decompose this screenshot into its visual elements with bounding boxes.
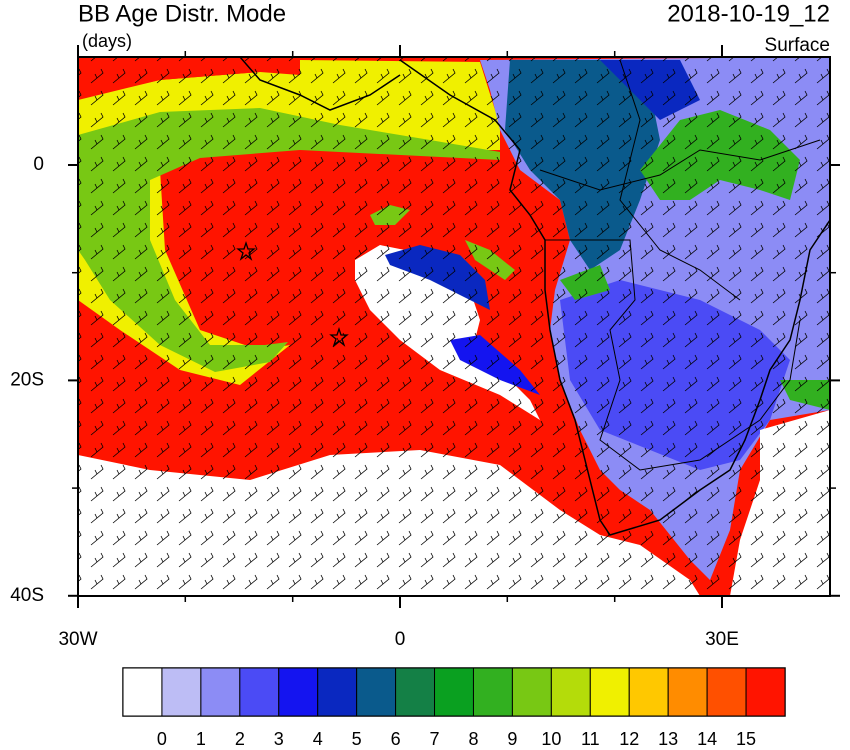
colorbar-label: 13	[658, 729, 678, 749]
lon-tick-label: 0	[395, 629, 406, 650]
map-field	[78, 57, 830, 596]
colorbar-label: 4	[313, 729, 323, 749]
colorbar-label: 1	[196, 729, 206, 749]
colorbar-box	[278, 667, 319, 717]
border	[545, 239, 801, 471]
colorbar-box	[317, 667, 358, 717]
map-frame	[77, 56, 831, 597]
colorbar-box	[706, 667, 747, 717]
units: (days)	[82, 31, 132, 51]
coastline	[239, 57, 401, 111]
lon-tick-label: 30W	[58, 629, 97, 650]
lat-tick-label: 20S	[10, 369, 44, 390]
minor-ticks	[72, 51, 836, 602]
border	[539, 139, 821, 191]
colorbar-label: 7	[430, 729, 440, 749]
date: 2018-10-19_12	[667, 0, 830, 27]
title: BB Age Distr. Mode	[78, 0, 286, 27]
colorbar-label: 5	[352, 729, 362, 749]
lat-tick-label: 0	[33, 154, 44, 175]
colorbar-box	[472, 667, 513, 717]
colorbar-box	[667, 667, 708, 717]
colorbar-label: 8	[468, 729, 478, 749]
colorbar-box	[511, 667, 552, 717]
colorbar-box	[200, 667, 241, 717]
colorbar-label: 11	[581, 729, 600, 749]
star-marker	[329, 326, 349, 347]
coastline	[399, 59, 830, 536]
colorbar-box	[239, 667, 280, 717]
star-marker	[236, 240, 256, 261]
level: Surface	[765, 35, 830, 56]
colorbar-label: 12	[619, 729, 639, 749]
colorbar-label: 3	[274, 729, 284, 749]
wind-barbs	[78, 57, 830, 596]
colorbar-label: 15	[736, 729, 756, 749]
colorbar-box	[356, 667, 397, 717]
colorbar-box	[745, 667, 786, 717]
colorbar-label: 6	[391, 729, 401, 749]
colorbar-label: 14	[697, 729, 717, 749]
colorbar-box	[550, 667, 591, 717]
colorbar-box	[122, 667, 163, 717]
lat-tick-label: 40S	[10, 585, 44, 606]
colorbar-box	[395, 667, 436, 717]
lon-tick-label: 30E	[705, 629, 739, 650]
colorbar-label: 9	[507, 729, 517, 749]
colorbar-box	[434, 667, 474, 717]
colorbar-label: 2	[235, 729, 245, 749]
colorbar-box	[628, 667, 669, 717]
colorbar-label: 10	[541, 729, 561, 749]
colorbar-box	[589, 667, 630, 717]
colorbar-label: 0	[157, 729, 167, 749]
border	[619, 59, 741, 301]
colorbar-box	[161, 667, 202, 717]
